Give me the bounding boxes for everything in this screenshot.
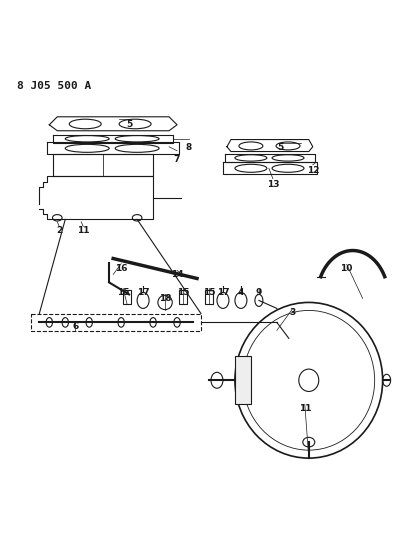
Text: 12: 12 (306, 166, 318, 175)
Text: 15: 15 (176, 288, 189, 297)
Bar (234, 357, 250, 404)
Text: 3: 3 (289, 308, 295, 317)
Text: 6: 6 (72, 322, 78, 331)
Text: 16: 16 (115, 264, 127, 273)
Text: 2: 2 (56, 226, 62, 235)
Bar (123, 290, 131, 304)
Bar (205, 290, 213, 304)
Text: 5: 5 (126, 120, 132, 130)
Text: 15: 15 (117, 288, 129, 297)
Text: 14: 14 (170, 270, 183, 279)
Text: 11: 11 (298, 403, 310, 413)
Text: 11: 11 (77, 226, 89, 235)
Text: 7: 7 (173, 155, 180, 164)
Text: 13: 13 (266, 180, 278, 189)
Text: 17: 17 (136, 288, 149, 297)
Text: 9: 9 (255, 288, 261, 297)
Text: 10: 10 (340, 264, 352, 273)
Text: 5: 5 (277, 143, 283, 152)
Text: 17: 17 (216, 288, 229, 297)
Text: 15: 15 (202, 288, 215, 297)
Text: 4: 4 (237, 288, 243, 297)
Bar (178, 290, 186, 304)
Text: 8: 8 (185, 143, 192, 152)
Text: 8 J05 500 A: 8 J05 500 A (17, 81, 91, 91)
Text: 18: 18 (158, 294, 171, 303)
